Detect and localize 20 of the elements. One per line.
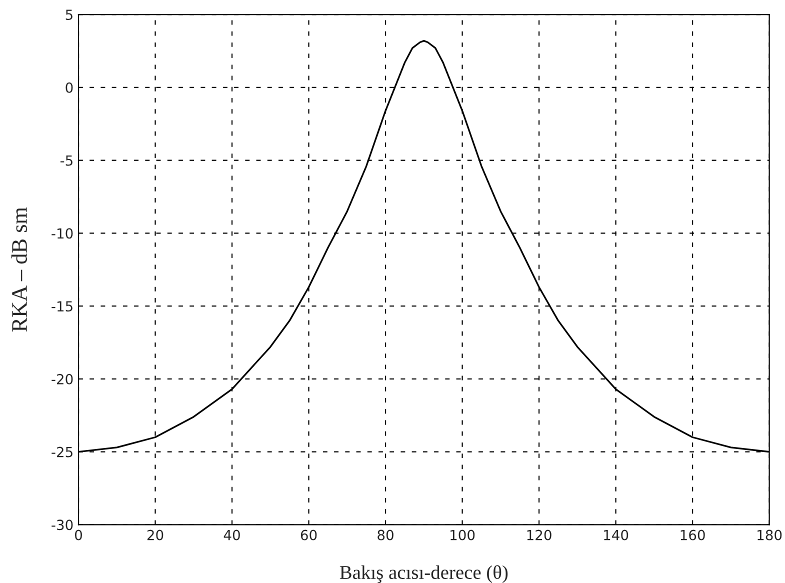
y-tick-label: 0 [66, 82, 73, 93]
y-tick-label: -5 [60, 155, 72, 166]
x-tick-label: 120 [527, 530, 552, 540]
x-tick-label: 60 [300, 530, 317, 540]
x-tick-label: 160 [680, 530, 705, 540]
x-tick-label: 80 [378, 530, 394, 540]
x-tick-label: 140 [604, 530, 628, 540]
x-tick-label: 40 [224, 530, 240, 540]
x-tick-label: 180 [758, 530, 782, 540]
y-tick-label: -30 [52, 520, 73, 530]
x-tick-label: 0 [74, 530, 82, 540]
x-tick-label: 20 [147, 530, 164, 540]
x-axis-title: Bakış acısı-derece (θ) [340, 565, 508, 583]
y-tick-label: -15 [52, 301, 72, 312]
x-tick-label: 100 [450, 530, 475, 540]
y-tick-label: 5 [66, 10, 72, 20]
y-tick-label: -10 [52, 228, 73, 239]
y-tick-label: -20 [52, 374, 73, 384]
y-axis-title: RKA – dB sm [11, 207, 27, 332]
y-tick-label: -25 [52, 446, 72, 458]
